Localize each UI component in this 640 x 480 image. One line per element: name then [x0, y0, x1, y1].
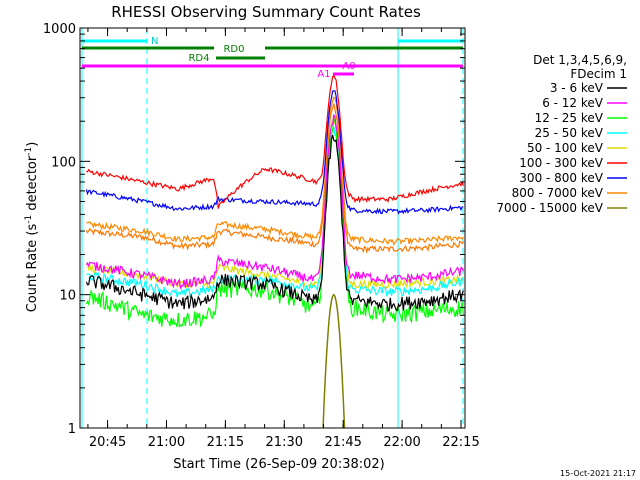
x-tick-label: 20:45 — [89, 435, 126, 450]
y-tick-label: 1 — [68, 422, 76, 437]
y-axis-label: Count Rate (s-1 detector-1) — [24, 142, 40, 313]
chart-title: RHESSI Observing Summary Count Rates — [111, 3, 421, 21]
legend-label: 300 - 800 keV — [519, 171, 603, 185]
x-axis-label: Start Time (26-Sep-09 20:38:02) — [173, 457, 384, 472]
legend-label: 25 - 50 keV — [535, 126, 604, 140]
y-axis-label-end: ) — [25, 142, 40, 147]
a1-bar-label: A1 — [317, 69, 330, 80]
series-line — [85, 103, 464, 254]
legend-label: 3 - 6 keV — [550, 81, 604, 95]
footer-date: 15-Oct-2021 21:17 — [560, 469, 636, 478]
plot-frame — [79, 27, 466, 429]
y-axis-label-sup1: -1 — [24, 215, 34, 224]
series-line — [86, 126, 464, 299]
legend-header: Det 1,3,4,5,6,9, — [533, 53, 627, 67]
x-tick-label: 22:15 — [442, 435, 479, 450]
legend-label: 100 - 300 keV — [519, 156, 603, 170]
legend-label: 800 - 7000 keV — [512, 186, 604, 200]
y-tick-label: 100 — [51, 155, 76, 170]
y-tick-label: 10 — [59, 289, 76, 304]
series-line — [86, 73, 464, 209]
y-axis-label-main: Count Rate (s — [25, 224, 40, 313]
legend-label: 50 - 100 keV — [527, 141, 604, 155]
series-line-7000-15000 — [322, 293, 346, 428]
plot-area — [81, 28, 464, 428]
rd4-bar-label: RD4 — [188, 53, 209, 64]
rd0-bar-label: RD0 — [223, 44, 244, 55]
y-axis-label-mid: detector — [25, 155, 40, 215]
x-tick-label: 21:15 — [207, 435, 244, 450]
night-bar-label: N — [151, 36, 158, 47]
legend-label: 12 - 25 keV — [535, 111, 604, 125]
axes-layer: 20:45 21:00 21:15 21:30 21:45 22:00 22:15 1 10 10… — [43, 22, 480, 450]
x-tick-label: 21:45 — [324, 435, 361, 450]
x-tick-label: 21:30 — [266, 435, 303, 450]
legend-label: 7000 - 15000 keV — [496, 201, 603, 215]
observing-bars: N RD0 RD4 A0 A1 — [82, 36, 463, 80]
y-axis-label-sup2: -1 — [24, 147, 34, 156]
series-line — [85, 113, 464, 289]
series-layer — [85, 73, 464, 428]
legend-header: FDecim 1 — [570, 67, 627, 81]
series-line — [86, 116, 464, 290]
x-tick-label: 22:00 — [383, 435, 420, 450]
series-line — [85, 90, 464, 215]
series-line — [85, 118, 464, 329]
legend-label: 6 - 12 keV — [542, 96, 604, 110]
series-line — [85, 135, 464, 313]
a0-bar-label: A0 — [342, 61, 355, 72]
y-tick-label: 1000 — [43, 22, 76, 37]
series-line — [86, 96, 464, 246]
x-tick-label: 21:00 — [148, 435, 185, 450]
